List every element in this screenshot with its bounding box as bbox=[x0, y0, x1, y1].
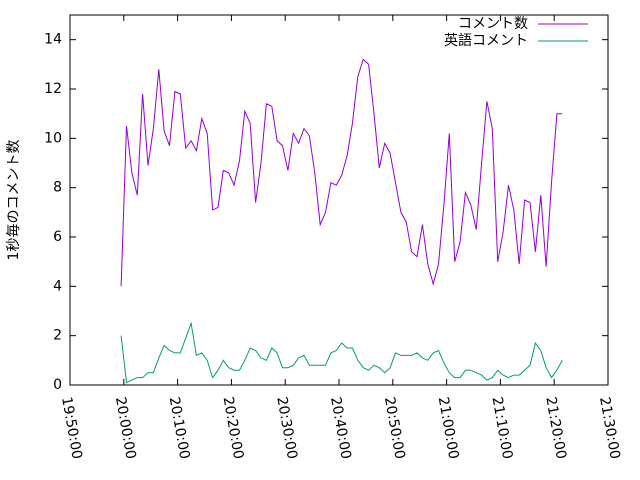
series-line bbox=[120, 58, 563, 287]
y-tick-label: 12 bbox=[44, 81, 62, 97]
x-tick-label: 20:50:00 bbox=[381, 396, 408, 461]
x-tick-label: 20:40:00 bbox=[327, 396, 354, 461]
x-tick-label: 21:00:00 bbox=[435, 396, 462, 461]
y-axis-label: 1秒毎のコメント数 bbox=[6, 140, 22, 261]
x-tick-label: 21:20:00 bbox=[542, 396, 569, 461]
x-tick-label: 19:50:00 bbox=[58, 396, 85, 461]
x-tick-label: 20:30:00 bbox=[273, 396, 300, 461]
y-tick-label: 4 bbox=[53, 278, 62, 294]
y-tick-label: 6 bbox=[53, 229, 62, 245]
y-tick-label: 0 bbox=[53, 377, 62, 393]
y-tick-label: 10 bbox=[44, 130, 62, 146]
x-tick-label: 20:20:00 bbox=[220, 396, 247, 461]
legend-label: 英語コメント bbox=[444, 32, 528, 49]
y-tick-label: 2 bbox=[53, 328, 62, 344]
x-tick-label: 20:10:00 bbox=[166, 396, 193, 461]
legend-label: コメント数 bbox=[458, 16, 528, 32]
y-tick-label: 8 bbox=[53, 180, 62, 196]
x-tick-label: 21:10:00 bbox=[489, 396, 516, 461]
y-tick-label: 14 bbox=[44, 32, 62, 48]
x-tick-label: 21:30:00 bbox=[596, 396, 623, 461]
series-line bbox=[120, 321, 563, 384]
x-tick-label: 20:00:00 bbox=[112, 396, 139, 461]
plot-border bbox=[69, 14, 609, 386]
